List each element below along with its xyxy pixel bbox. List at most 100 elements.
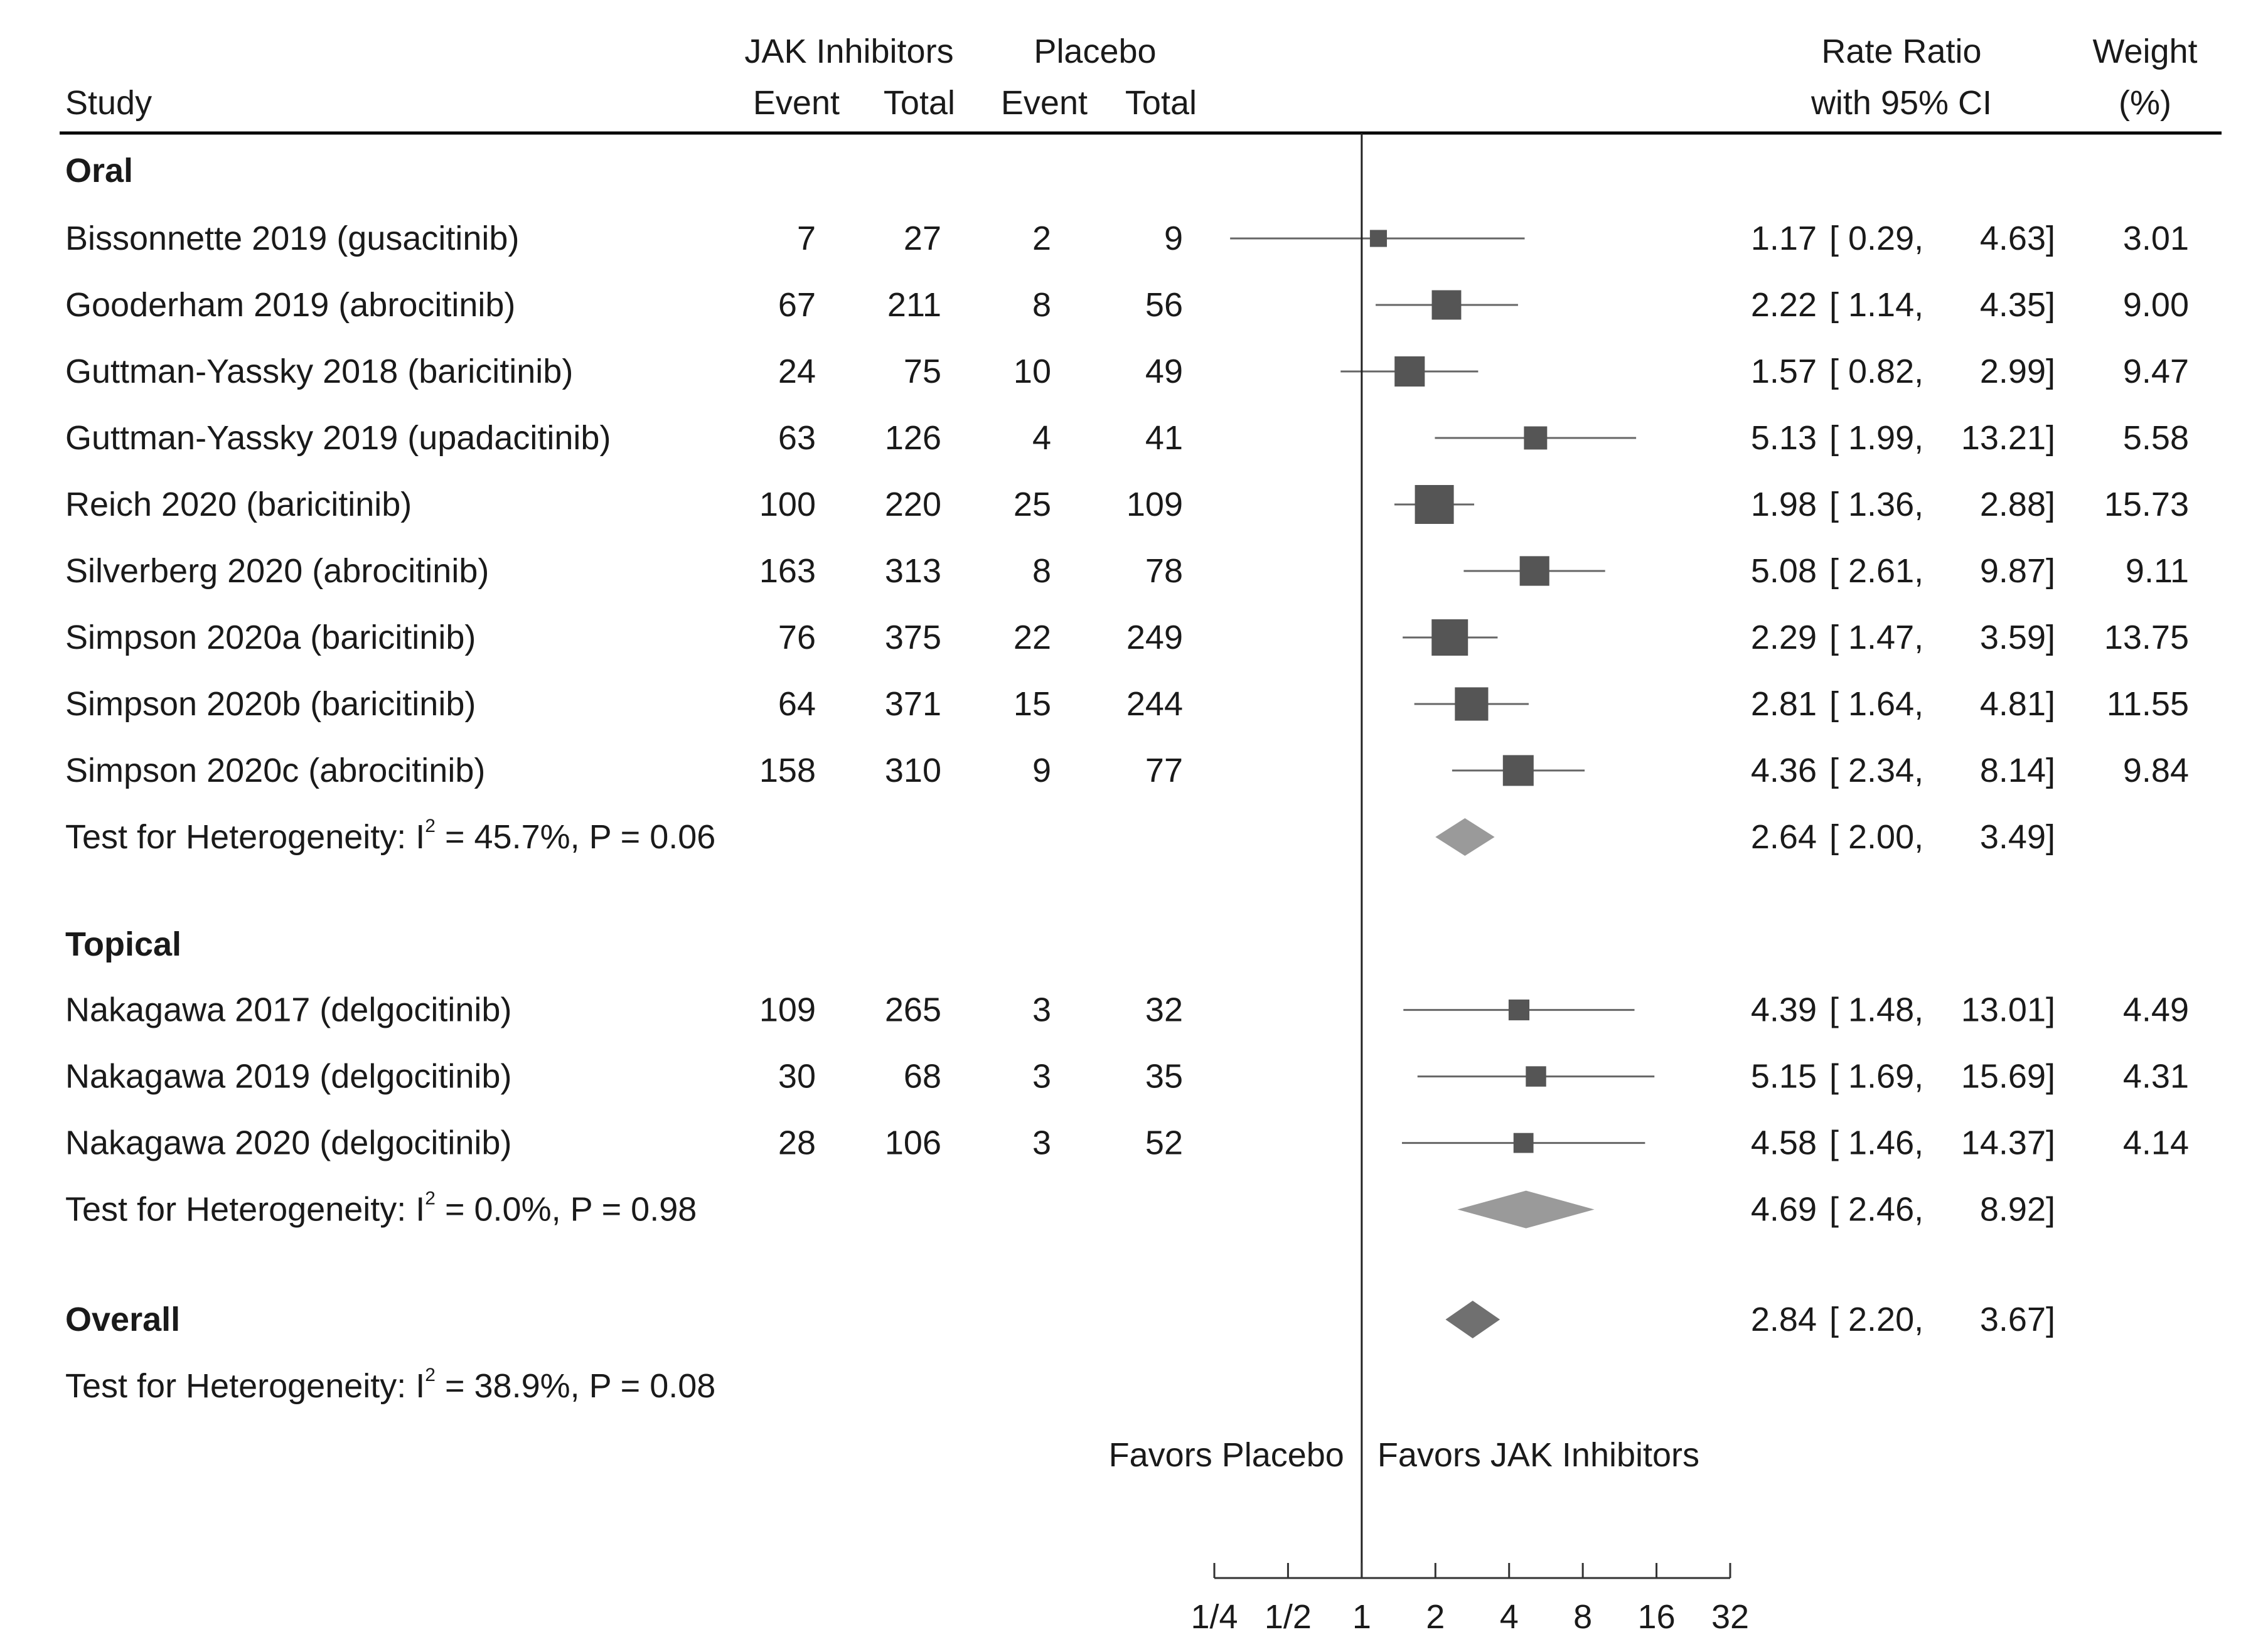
jak-total: 375 — [885, 619, 941, 656]
jak-event: 67 — [778, 286, 816, 324]
summary-diamond-oral — [1435, 818, 1495, 856]
jak-total: 68 — [904, 1058, 941, 1096]
placebo-total: 109 — [1126, 486, 1183, 523]
summary-oral-ci-lower: [ 2.00, — [1829, 818, 1923, 856]
study-ci-upper: 8.14] — [1980, 752, 2055, 789]
placebo-total: 9 — [1164, 220, 1183, 257]
placebo-total: 41 — [1145, 419, 1183, 457]
jak-event: 163 — [759, 552, 816, 590]
study-rate-ratio: 1.17 — [1751, 220, 1817, 257]
placebo-event: 4 — [1032, 419, 1051, 457]
placebo-event: 2 — [1032, 220, 1051, 257]
study-name: Nakagawa 2020 (delgocitinib) — [65, 1124, 511, 1162]
study-ci-upper: 13.21] — [1961, 419, 2055, 457]
study-ci-lower: [ 1.69, — [1829, 1058, 1923, 1096]
header-jak-total: Total — [884, 84, 955, 122]
favors-placebo-label: Favors Placebo — [1109, 1436, 1344, 1474]
summary-oral-ci-upper: 3.49] — [1980, 818, 2055, 856]
x-tick-label: 1/4 — [1190, 1598, 1238, 1636]
placebo-total: 249 — [1126, 619, 1183, 656]
jak-total: 211 — [887, 286, 941, 324]
jak-total: 265 — [885, 991, 941, 1029]
study-name: Guttman-Yassky 2019 (upadacitinib) — [65, 419, 611, 457]
study-ci-upper: 2.88] — [1980, 486, 2055, 523]
study-marker — [1502, 755, 1534, 786]
summary-topical-rate-ratio: 4.69 — [1751, 1191, 1817, 1229]
jak-total: 27 — [904, 220, 941, 257]
study-rate-ratio: 5.15 — [1751, 1058, 1817, 1096]
study-ci-upper: 3.59] — [1980, 619, 2055, 656]
study-name: Simpson 2020b (baricitinib) — [65, 685, 476, 723]
jak-total: 310 — [885, 752, 941, 789]
study-ci-lower: [ 1.99, — [1829, 419, 1923, 457]
jak-event: 7 — [797, 220, 816, 257]
study-ci-upper: 9.87] — [1980, 552, 2055, 590]
jak-event: 158 — [759, 752, 816, 789]
study-weight: 9.00 — [2123, 286, 2189, 324]
study-ci-lower: [ 1.47, — [1829, 619, 1923, 656]
study-ci-lower: [ 1.36, — [1829, 486, 1923, 523]
jak-event: 109 — [759, 991, 816, 1029]
overall-diamond — [1445, 1301, 1500, 1338]
summary-diamond-topical — [1457, 1190, 1595, 1229]
header-placebo: Placebo — [1034, 33, 1156, 70]
study-name: Silverberg 2020 (abrocitinib) — [65, 552, 489, 590]
study-name: Nakagawa 2019 (delgocitinib) — [65, 1058, 511, 1096]
summary-topical-ci-lower: [ 2.46, — [1829, 1191, 1923, 1229]
study-ci-lower: [ 2.61, — [1829, 552, 1923, 590]
study-rate-ratio: 4.58 — [1751, 1124, 1817, 1162]
study-marker — [1394, 356, 1425, 387]
jak-event: 24 — [778, 353, 816, 390]
study-rate-ratio: 1.57 — [1751, 353, 1817, 390]
jak-total: 106 — [885, 1124, 941, 1162]
placebo-event: 8 — [1032, 552, 1051, 590]
study-ci-upper: 13.01] — [1961, 991, 2055, 1029]
study-rate-ratio: 4.36 — [1751, 752, 1817, 789]
jak-total: 313 — [885, 552, 941, 590]
x-tick-label: 16 — [1638, 1598, 1676, 1636]
study-ci-lower: [ 1.64, — [1829, 685, 1923, 723]
heterogeneity-oral: Test for Heterogeneity: I2 = 45.7%, P = … — [65, 816, 715, 856]
study-name: Simpson 2020c (abrocitinib) — [65, 752, 485, 789]
study-ci-upper: 14.37] — [1961, 1124, 2055, 1162]
study-weight: 4.49 — [2123, 991, 2189, 1029]
placebo-event: 22 — [1014, 619, 1051, 656]
placebo-total: 35 — [1145, 1058, 1183, 1096]
jak-event: 100 — [759, 486, 816, 523]
header-weight: Weight — [2092, 33, 2197, 70]
favors-jak-label: Favors JAK Inhibitors — [1377, 1436, 1699, 1474]
jak-event: 63 — [778, 419, 816, 457]
study-rate-ratio: 2.29 — [1751, 619, 1817, 656]
jak-total: 371 — [885, 685, 941, 723]
overall-ci-lower: [ 2.20, — [1829, 1301, 1923, 1338]
study-weight: 5.58 — [2123, 419, 2189, 457]
study-marker — [1526, 1066, 1546, 1087]
header-study: Study — [65, 84, 152, 122]
overall-ci-upper: 3.67] — [1980, 1301, 2055, 1338]
study-rate-ratio: 5.13 — [1751, 419, 1817, 457]
study-marker — [1415, 485, 1454, 524]
study-rate-ratio: 2.22 — [1751, 286, 1817, 324]
summary-oral-rate-ratio: 2.64 — [1751, 818, 1817, 856]
placebo-event: 15 — [1014, 685, 1051, 723]
study-ci-lower: [ 1.14, — [1829, 286, 1923, 324]
study-weight: 13.75 — [2104, 619, 2189, 656]
study-name: Nakagawa 2017 (delgocitinib) — [65, 991, 511, 1029]
header-placebo-event: Event — [1001, 84, 1088, 122]
study-name: Guttman-Yassky 2018 (baricitinib) — [65, 353, 573, 390]
group-label-topical: Topical — [65, 925, 181, 963]
study-marker — [1508, 1000, 1530, 1021]
study-ci-upper: 4.81] — [1980, 685, 2055, 723]
study-ci-upper: 2.99] — [1980, 353, 2055, 390]
study-ci-upper: 4.35] — [1980, 286, 2055, 324]
placebo-event: 3 — [1032, 1058, 1051, 1096]
jak-total: 126 — [885, 419, 941, 457]
study-rate-ratio: 5.08 — [1751, 552, 1817, 590]
x-tick-label: 1/2 — [1265, 1598, 1312, 1636]
study-rate-ratio: 1.98 — [1751, 486, 1817, 523]
x-tick-label: 2 — [1426, 1598, 1445, 1636]
jak-event: 64 — [778, 685, 816, 723]
placebo-total: 77 — [1145, 752, 1183, 789]
jak-event: 30 — [778, 1058, 816, 1096]
